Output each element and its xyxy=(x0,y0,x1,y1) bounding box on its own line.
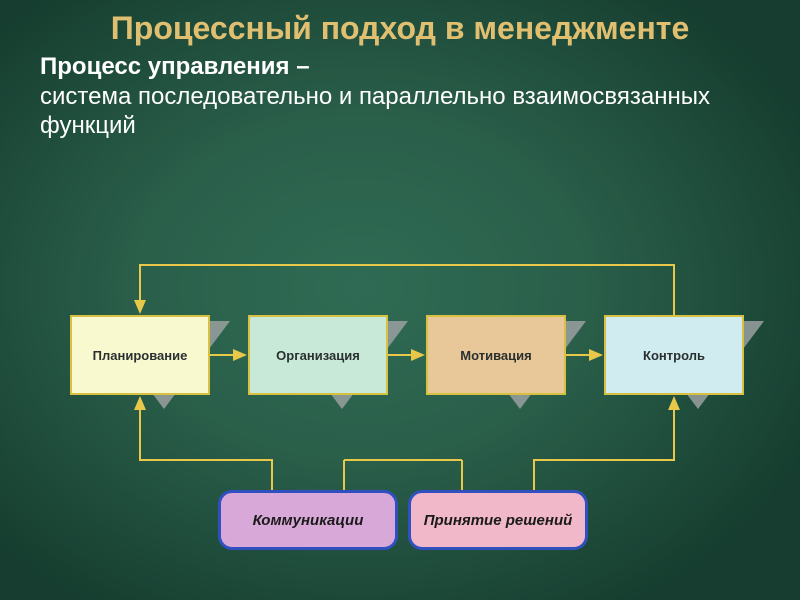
process-box-ctrl: Контроль xyxy=(604,315,744,395)
description: система последовательно и параллельно вз… xyxy=(0,83,800,141)
process-box-label: Контроль xyxy=(643,348,705,363)
support-box-comm: Коммуникации xyxy=(218,490,398,550)
process-box-label: Организация xyxy=(276,348,360,363)
process-box-label: Планирование xyxy=(93,348,188,363)
slide-title: Процессный подход в менеджменте xyxy=(0,0,800,47)
subtitle: Процесс управления – xyxy=(0,53,800,81)
support-box-label: Принятие решений xyxy=(424,512,573,529)
support-box-dec: Принятие решений xyxy=(408,490,588,550)
slide: Процессный подход в менеджменте Процесс … xyxy=(0,0,800,600)
process-box-plan: Планирование xyxy=(70,315,210,395)
support-box-label: Коммуникации xyxy=(253,512,364,529)
process-box-motiv: Мотивация xyxy=(426,315,566,395)
process-box-org: Организация xyxy=(248,315,388,395)
process-box-label: Мотивация xyxy=(460,348,531,363)
